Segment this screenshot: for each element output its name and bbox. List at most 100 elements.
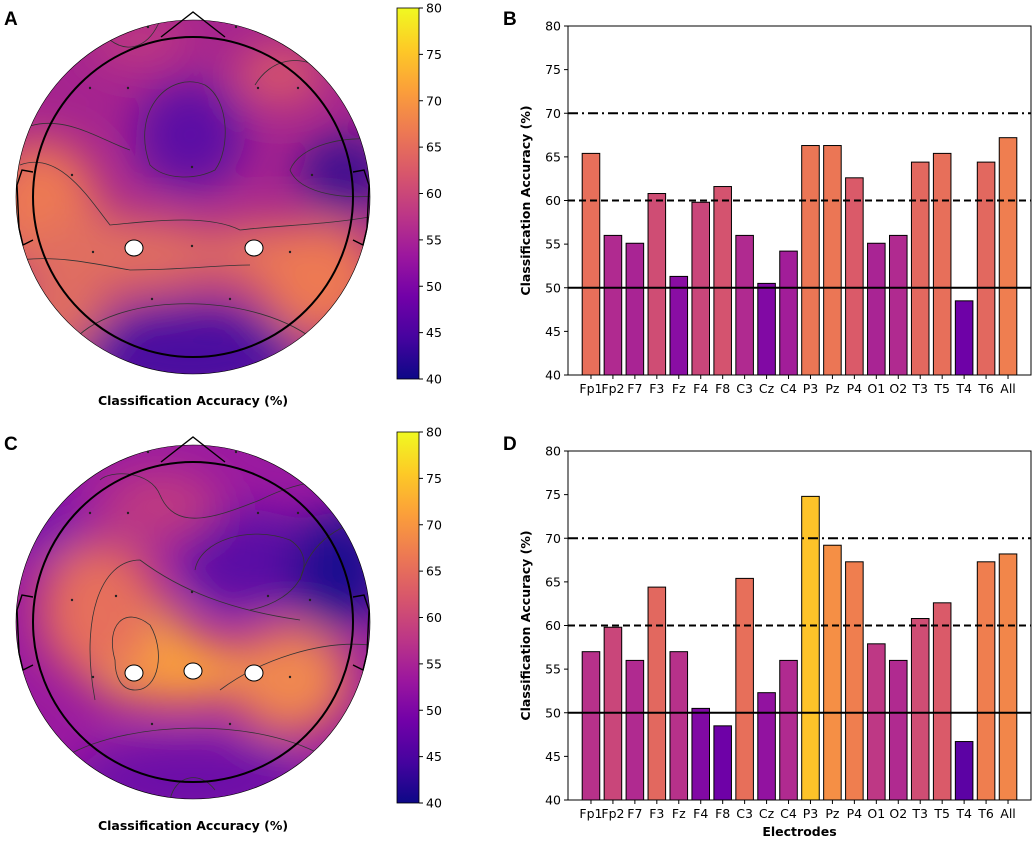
chart-b-xtick-label: Fz [672,381,686,396]
highlight-electrode-cz [183,662,203,680]
colorbar-tick-label: 55 [426,656,442,671]
chart-b-bar-t3 [910,161,930,376]
topomap-c-xlabel: Classification Accuracy (%) [98,818,288,833]
chart-d-ytick-label: 65 [545,574,561,589]
chart-b-bar-cz [757,282,776,376]
chart-d-bar-f4 [691,707,711,801]
chart-d-ytick-label: 80 [545,444,561,459]
chart-d-bar-fz [669,651,689,801]
colorbar-tick-label: 40 [426,796,442,811]
topomap-a [15,11,371,375]
topomap-a-sensors [70,25,314,301]
chart-b-bar-fz [669,275,689,376]
chart-d-xtick-label: Fp2 [601,806,624,821]
chart-d-xtick-label: F3 [649,806,664,821]
chart-b-bar-t6 [976,161,996,376]
chart-d-xtick-label: Pz [825,806,840,821]
chart-d-xtick-label: T3 [911,806,928,821]
chart-b-xtick-label: C4 [780,381,797,396]
chart-b-xtick-label: Fp1 [579,381,602,396]
chart-d-bar-f3 [647,586,667,801]
chart-b-xtick-label: F8 [715,381,730,396]
chart-d-bar-c3 [735,577,754,801]
chart-b-xtick-label: P4 [847,381,863,396]
chart-b-xtick-label: T6 [977,381,994,396]
chart-b-ylabel: Classification Accuracy (%) [518,105,533,295]
topomap-a-outer [15,19,371,375]
chart-d-bar-pz [823,544,842,801]
chart-b-xtick-label: O2 [889,381,907,396]
chart-b-xtick-label: T3 [911,381,928,396]
topomap-c-head-outline [32,461,354,783]
chart-b-xtick-label: F3 [649,381,664,396]
chart-d-xtick-label: P4 [847,806,863,821]
topomap-c-sensors [70,450,312,726]
colorbar-tick-label: 70 [426,93,442,108]
chart-d-ytick-label: 75 [545,487,561,502]
chart-b-ytick-label: 50 [545,280,561,295]
chart-d-xtick-label: C3 [736,806,753,821]
panel-letter-b: B [503,9,517,30]
chart-b-bar-t4 [954,300,974,376]
colorbar-tick-label: 80 [426,425,442,440]
chart-b-xtick-label: Fp2 [601,381,624,396]
panel-letter-a: A [4,9,18,30]
chart-d-ytick-label: 60 [545,618,561,633]
topomap-c-left-ear [16,594,34,672]
chart-d-xtick-label: P3 [803,806,819,821]
colorbar-tick-label: 75 [426,47,442,62]
chart-d-bar-o2 [888,659,908,801]
chart-b-bar-c4 [779,250,798,376]
chart-d-xtick-label: T4 [955,806,972,821]
colorbar-tick-label: 60 [426,186,442,201]
chart-b-bar-o2 [888,234,908,376]
chart-b-bar-f3 [647,193,667,376]
colorbar-c: 80 75 70 65 60 55 50 45 40 [396,425,442,811]
chart-b-xtick-label: All [1000,381,1016,396]
chart-d-xtick-label: T5 [933,806,950,821]
colorbar-tick-label: 50 [426,703,442,718]
chart-d-xtick-label: F8 [715,806,730,821]
chart-d-bar-t5 [932,602,952,801]
chart-b-bar-all [998,137,1018,376]
chart-b-xtick-label: P3 [803,381,819,396]
highlight-electrode-c4 [244,239,264,257]
panel-letter-d: D [503,434,517,455]
topomap-a-right-ear [352,169,370,247]
chart-d-xtick-label: C4 [780,806,797,821]
chart-d-ytick-label: 55 [545,662,561,677]
topomap-c-field [16,470,370,799]
chart-d-bar-t3 [910,618,930,801]
chart-d-bar-all [998,553,1018,801]
topomap-a-head-outline [32,36,354,358]
colorbar-tick-label: 65 [426,140,442,155]
chart-b-ytick-label: 75 [545,62,561,77]
chart-d-xtick-label: Fp1 [579,806,602,821]
highlight-electrode-c3 [124,664,144,682]
chart-b-ytick-label: 45 [545,324,561,339]
chart-d-xtick-label: O2 [889,806,907,821]
colorbar-tick-label: 50 [426,279,442,294]
colorbar-tick-label: 65 [426,564,442,579]
chart-b-bar-pz [823,145,842,376]
topomap-a-nose [160,11,226,38]
chart-b-bar-fp1 [581,152,601,376]
colorbar-tick-label: 60 [426,610,442,625]
chart-b-bar-o1 [867,242,886,376]
colorbar-tick-label: 45 [426,749,442,764]
chart-b-bar-f7 [625,242,645,376]
topomap-a-field [16,20,370,374]
chart-b-xtick-label: C3 [736,381,753,396]
chart-d-bar-f7 [625,659,645,801]
chart-d-xtick-label: O1 [867,806,885,821]
panel-letter-c: C [4,434,18,455]
chart-d-ytick-label: 40 [545,793,561,808]
topomap-a-contours [19,20,370,346]
highlight-electrode-c3 [124,239,144,257]
chart-b-ytick-label: 70 [545,106,561,121]
chart-b-xtick-label: F7 [627,381,642,396]
chart-d-xtick-label: Fz [672,806,686,821]
